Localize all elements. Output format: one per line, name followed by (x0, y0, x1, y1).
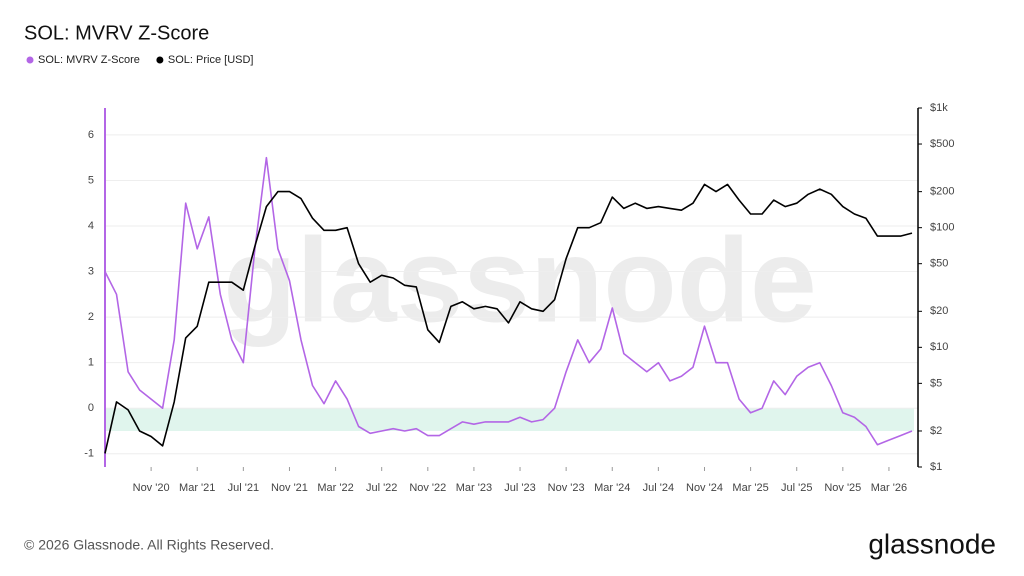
legend-swatch (156, 56, 164, 64)
y2-tick-label: $10 (930, 341, 948, 353)
y2-tick-label: $20 (930, 305, 948, 317)
y2-tick-label: $500 (930, 138, 954, 150)
x-tick-label: Jul '22 (366, 482, 397, 494)
x-tick-label: Nov '21 (271, 482, 308, 494)
y2-tick-label: $5 (930, 377, 942, 389)
logo: glassnode (868, 528, 996, 559)
y2-tick-label: $100 (930, 222, 954, 234)
x-tick-label: Jul '23 (504, 482, 535, 494)
x-tick-label: Mar '22 (317, 482, 353, 494)
x-tick-label: Jul '25 (781, 482, 812, 494)
series-line (104, 156, 913, 446)
legend-label: SOL: Price [USD] (168, 54, 254, 66)
chart-title: SOL: MVRV Z-Score (24, 22, 209, 44)
y-tick-label: 6 (88, 129, 94, 141)
y-tick-label: 3 (88, 265, 94, 277)
y2-tick-label: $50 (930, 258, 948, 270)
x-tick-label: Jul '24 (643, 482, 674, 494)
x-tick-label: Nov '24 (686, 482, 723, 494)
y2-tick-label: $1k (930, 102, 948, 114)
y-tick-label: -1 (84, 448, 94, 460)
highlight-band (105, 408, 914, 432)
watermark: glassnode (223, 214, 817, 348)
y-tick-label: 1 (88, 357, 94, 369)
legend-swatch (26, 56, 34, 64)
y2-tick-label: $2 (930, 425, 942, 437)
y-tick-label: 4 (88, 220, 94, 232)
y2-tick-label: $200 (930, 186, 954, 198)
x-tick-label: Mar '24 (594, 482, 630, 494)
y-tick-label: 5 (88, 174, 94, 186)
series-line (104, 183, 913, 454)
x-tick-label: Nov '20 (133, 482, 170, 494)
y2-tick-label: $1 (930, 461, 942, 473)
x-tick-label: Nov '22 (409, 482, 446, 494)
footer: © 2026 Glassnode. All Rights Reserved. (24, 537, 274, 553)
x-tick-label: Mar '23 (456, 482, 492, 494)
x-tick-label: Mar '21 (179, 482, 215, 494)
x-tick-label: Mar '25 (732, 482, 768, 494)
legend-label: SOL: MVRV Z-Score (38, 54, 140, 66)
y-tick-label: 2 (88, 311, 94, 323)
y-tick-label: 0 (88, 402, 94, 414)
x-tick-label: Mar '26 (871, 482, 907, 494)
x-tick-label: Nov '23 (548, 482, 585, 494)
x-tick-label: Jul '21 (228, 482, 259, 494)
x-tick-label: Nov '25 (824, 482, 861, 494)
